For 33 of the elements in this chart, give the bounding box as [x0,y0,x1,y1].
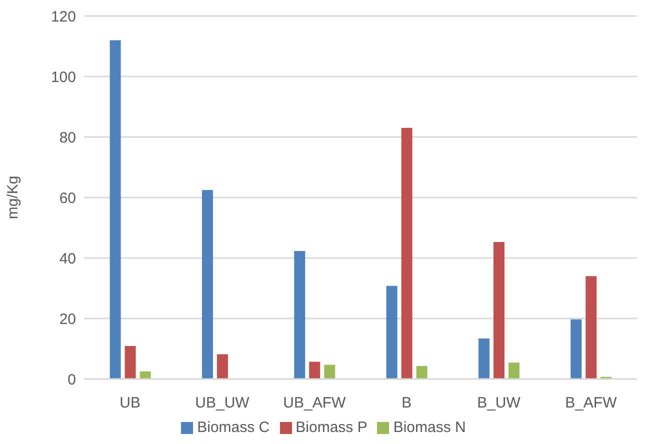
y-tick-label: 120 [50,8,76,26]
bar [324,364,336,379]
y-tick-label: 40 [59,250,76,268]
bar [478,338,490,379]
x-tick-label: UB_AFW [283,394,347,412]
bar [110,40,121,379]
bar [508,362,520,379]
bar [386,286,398,379]
bar [202,190,213,379]
bar [416,366,428,379]
legend-label: Biomass N [393,419,466,436]
x-tick-label: B_UW [477,394,522,412]
y-axis-title: mg/Kg [4,176,22,220]
y-tick-label: 100 [50,68,76,86]
legend-label: Biomass P [296,419,368,436]
bar [586,276,597,379]
bar [294,251,306,379]
y-tick-label: 60 [59,190,76,207]
y-tick-label: 0 [68,371,76,388]
x-tick-label: B_AFW [565,394,618,412]
y-tick-label: 80 [59,129,76,146]
bar [124,346,136,379]
x-tick-label: UB_UW [195,394,250,412]
bar [140,371,151,379]
bar [401,128,412,379]
bar [216,354,228,379]
x-tick-label: B [402,394,412,412]
legend-label: Biomass C [197,419,270,436]
bar [570,319,582,379]
bar [309,362,320,379]
bar [493,242,504,379]
y-tick-label: 20 [59,310,76,328]
x-tick-label: UB [120,394,141,412]
